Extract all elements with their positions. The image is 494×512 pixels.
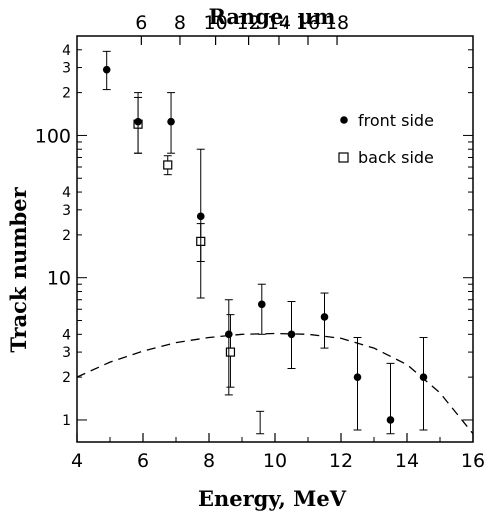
front-side-point [258, 300, 266, 309]
x-axis-label: Energy, MeV [198, 486, 347, 511]
front-side-point [353, 373, 362, 381]
y-tick-label: 4 [62, 185, 71, 201]
x-tick-label: 14 [395, 450, 419, 472]
legend-back-marker [338, 152, 349, 163]
y-tick-label: 4 [62, 43, 71, 59]
plot-area: 4 6 8 10 12 14 166 8 10 12 14 16 18123410234100234fr… [35, 12, 485, 472]
plot-frame [76, 35, 474, 443]
top-tick-label: 12 [237, 12, 261, 34]
front-side-point [196, 212, 205, 221]
x-tick-label: 10 [263, 450, 287, 472]
front-side-point [225, 330, 233, 339]
front-side-point [102, 65, 111, 74]
y-tick-label: 3 [62, 61, 71, 77]
front-side-point [134, 117, 142, 126]
top-axis-label: Range, μm [208, 4, 335, 29]
y-tick-label: 1 [62, 413, 71, 429]
back-side-point [163, 160, 173, 170]
y-tick-label: 2 [62, 370, 71, 386]
x-tick-label: 6 [137, 450, 149, 472]
dashed-curve [76, 332, 474, 435]
top-tick-label: 18 [325, 12, 349, 34]
x-tick-label: 16 [461, 450, 485, 472]
front-side-point [419, 373, 428, 381]
legend-front-marker [340, 116, 348, 124]
legend-front-label: front side [358, 111, 434, 130]
top-tick-label: 6 [135, 12, 147, 34]
y-tick-label: 4 [62, 327, 71, 343]
top-tick-label: 10 [204, 12, 228, 34]
front-side-point [167, 117, 175, 126]
top-tick-label: 14 [267, 12, 291, 34]
y-tick-label: 2 [62, 228, 71, 244]
top-tick-label: 16 [296, 12, 320, 34]
front-side-point [386, 416, 395, 424]
y-tick-label: 3 [62, 203, 71, 219]
top-tick-label: 8 [174, 12, 186, 34]
y-axis-label: Track number [6, 186, 31, 352]
y-tick-label: 3 [62, 345, 71, 361]
x-tick-label: 8 [203, 450, 215, 472]
x-tick-label: 12 [329, 450, 353, 472]
front-side-point [287, 330, 296, 339]
y-tick-label: 2 [62, 86, 71, 102]
y-tick-label: 10 [47, 268, 71, 290]
legend-back-label: back side [358, 148, 434, 167]
x-tick-label: 4 [71, 450, 83, 472]
front-side-point [320, 313, 329, 321]
y-tick-label: 100 [35, 125, 71, 147]
back-side-point [225, 347, 236, 357]
